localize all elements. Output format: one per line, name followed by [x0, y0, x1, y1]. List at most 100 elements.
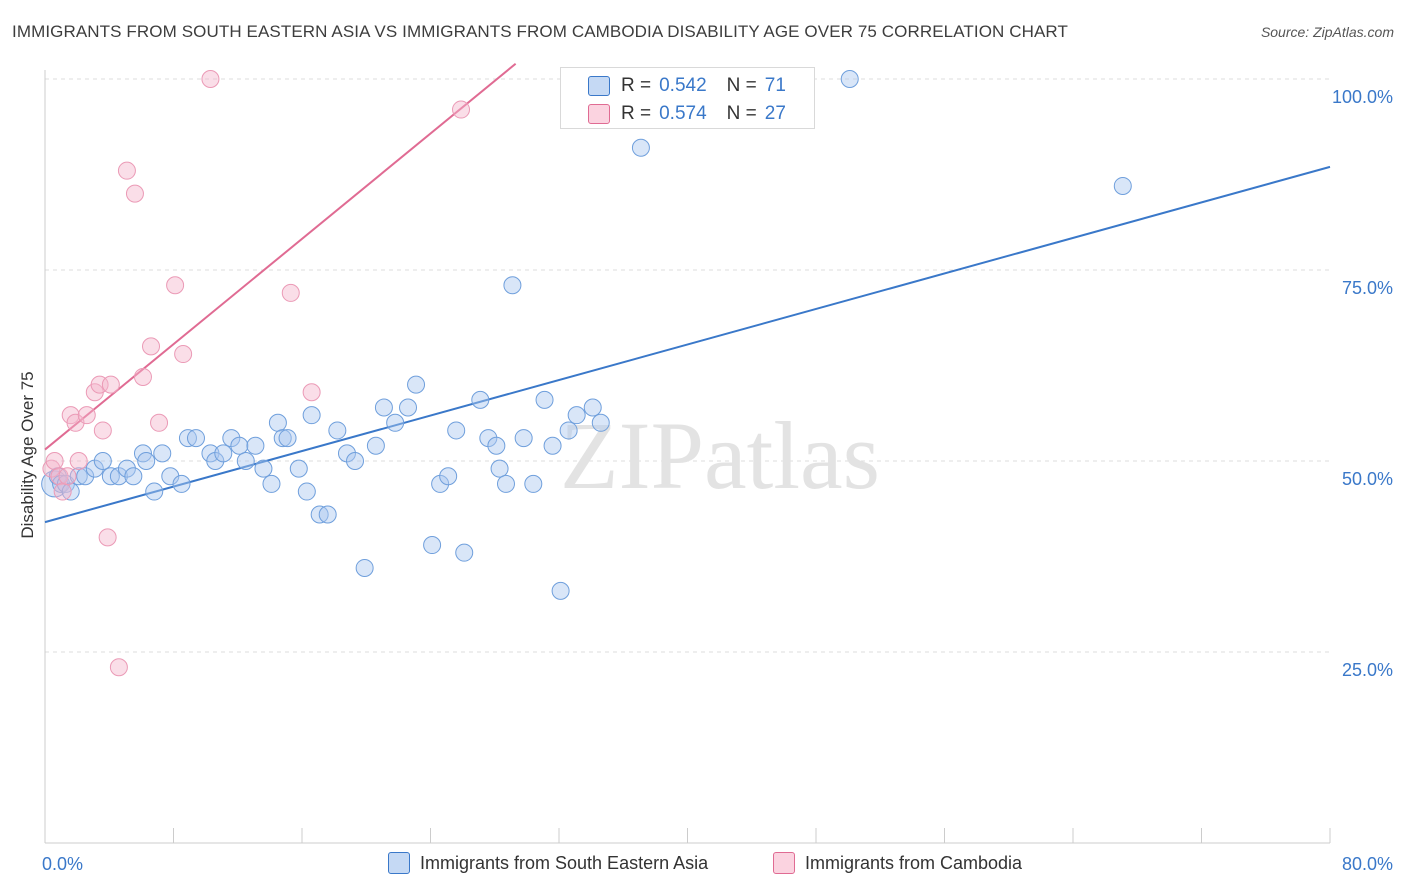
point-south-eastern-asia — [289, 459, 308, 478]
point-south-eastern-asia — [117, 459, 136, 478]
point-south-eastern-asia — [254, 459, 273, 478]
point-south-eastern-asia — [386, 413, 405, 432]
legend-n-value: 27 — [764, 103, 786, 124]
point-cambodia — [98, 528, 117, 547]
point-south-eastern-asia — [328, 421, 347, 440]
point-cambodia — [133, 367, 152, 386]
legend-row-pink: R = 0.574 N = 27 — [621, 103, 786, 125]
axes — [44, 70, 1331, 844]
point-south-eastern-asia — [366, 436, 385, 455]
point-south-eastern-asia — [214, 444, 233, 463]
point-south-eastern-asia — [262, 474, 281, 493]
point-south-eastern-asia — [471, 390, 490, 409]
grid-lines — [45, 78, 1330, 653]
legend-item-south-eastern-asia: Immigrants from South Eastern Asia — [388, 852, 708, 874]
legend-r-value: 0.542 — [659, 75, 707, 96]
point-south-eastern-asia — [583, 398, 602, 417]
y-tick-label: 50.0% — [1342, 469, 1393, 489]
point-cambodia — [53, 482, 72, 501]
trendline-south-eastern-asia — [44, 165, 1331, 524]
point-south-eastern-asia — [302, 406, 321, 425]
point-south-eastern-asia — [447, 421, 466, 440]
point-cambodia — [101, 375, 120, 394]
point-south-eastern-asia — [318, 505, 337, 524]
chart-title: IMMIGRANTS FROM SOUTH EASTERN ASIA VS IM… — [12, 22, 1068, 41]
series-legend: Immigrants from South Eastern Asia Immig… — [0, 852, 1406, 878]
trendlines — [44, 62, 1331, 524]
point-south-eastern-asia — [76, 467, 95, 486]
legend-swatch-pink — [588, 104, 610, 124]
y-tick-label: 75.0% — [1342, 278, 1393, 298]
legend-item-cambodia: Immigrants from Cambodia — [773, 852, 1022, 874]
point-south-eastern-asia — [137, 452, 156, 470]
legend-label: Immigrants from South Eastern Asia — [420, 852, 709, 873]
legend-r-label: R = — [621, 103, 652, 124]
x-tick-label-min: 0.0% — [42, 854, 83, 874]
point-south-eastern-asia — [153, 444, 172, 463]
point-south-eastern-asia — [346, 452, 365, 470]
point-south-eastern-asia — [124, 467, 143, 486]
y-tick-labels: 25.0% 50.0% 75.0% 100.0% — [1332, 87, 1393, 680]
point-south-eastern-asia — [455, 543, 474, 562]
point-south-eastern-asia — [503, 276, 522, 295]
correlation-legend: R = 0.542 N = 71 R = 0.574 N = 27 — [560, 67, 815, 129]
legend-swatch-pink — [773, 852, 795, 874]
point-cambodia — [166, 276, 185, 295]
point-south-eastern-asia — [490, 459, 509, 478]
point-cambodia — [174, 345, 193, 364]
legend-n-value: 71 — [764, 75, 786, 96]
point-cambodia — [117, 161, 136, 180]
watermark: ZIPatlas — [560, 402, 880, 509]
legend-r-label: R = — [621, 75, 652, 96]
source-label: Source: ZipAtlas.com — [1260, 24, 1394, 40]
point-cambodia — [93, 421, 112, 440]
y-axis-label: Disability Age Over 75 — [18, 371, 37, 538]
point-cambodia — [77, 406, 96, 425]
point-south-eastern-asia — [524, 474, 543, 493]
point-south-eastern-asia — [93, 452, 112, 470]
point-south-eastern-asia — [355, 558, 374, 577]
point-south-eastern-asia — [487, 436, 506, 455]
point-south-eastern-asia — [567, 406, 586, 425]
point-south-eastern-asia — [439, 467, 458, 486]
point-south-eastern-asia — [591, 413, 610, 432]
point-south-eastern-asia — [246, 436, 265, 455]
point-south-eastern-asia — [551, 581, 570, 600]
point-cambodia — [58, 467, 77, 486]
point-south-eastern-asia — [407, 375, 426, 394]
point-south-eastern-asia — [514, 429, 533, 448]
legend-swatch-blue — [388, 852, 410, 874]
legend-n-label: N = — [726, 103, 757, 124]
legend-label: Immigrants from Cambodia — [805, 852, 1023, 873]
point-south-eastern-asia — [186, 429, 205, 448]
point-cambodia — [302, 383, 321, 402]
legend-n-label: N = — [726, 75, 757, 96]
point-south-eastern-asia — [535, 390, 554, 409]
point-cambodia — [109, 658, 128, 677]
point-south-eastern-asia — [840, 70, 859, 88]
point-south-eastern-asia — [496, 474, 515, 493]
point-cambodia — [69, 452, 88, 470]
legend-swatch-blue — [588, 76, 610, 96]
point-south-eastern-asia — [230, 436, 249, 455]
point-south-eastern-asia — [145, 482, 164, 501]
point-cambodia — [452, 100, 471, 119]
point-cambodia — [201, 70, 220, 88]
x-tick-label-max: 80.0% — [1342, 854, 1393, 874]
legend-row-blue: R = 0.542 N = 71 — [621, 75, 786, 97]
point-cambodia — [45, 452, 64, 470]
point-cambodia — [150, 413, 169, 432]
legend-r-value: 0.574 — [659, 103, 707, 124]
point-south-eastern-asia — [278, 429, 297, 448]
point-south-eastern-asia — [374, 398, 393, 417]
point-south-eastern-asia — [559, 421, 578, 440]
point-south-eastern-asia — [52, 474, 71, 493]
point-south-eastern-asia — [273, 429, 292, 448]
point-south-eastern-asia — [423, 536, 442, 555]
point-south-eastern-asia — [1113, 176, 1132, 195]
point-cambodia — [125, 184, 144, 203]
point-south-eastern-asia — [543, 436, 562, 455]
point-south-eastern-asia — [631, 138, 650, 157]
point-cambodia — [142, 337, 161, 356]
